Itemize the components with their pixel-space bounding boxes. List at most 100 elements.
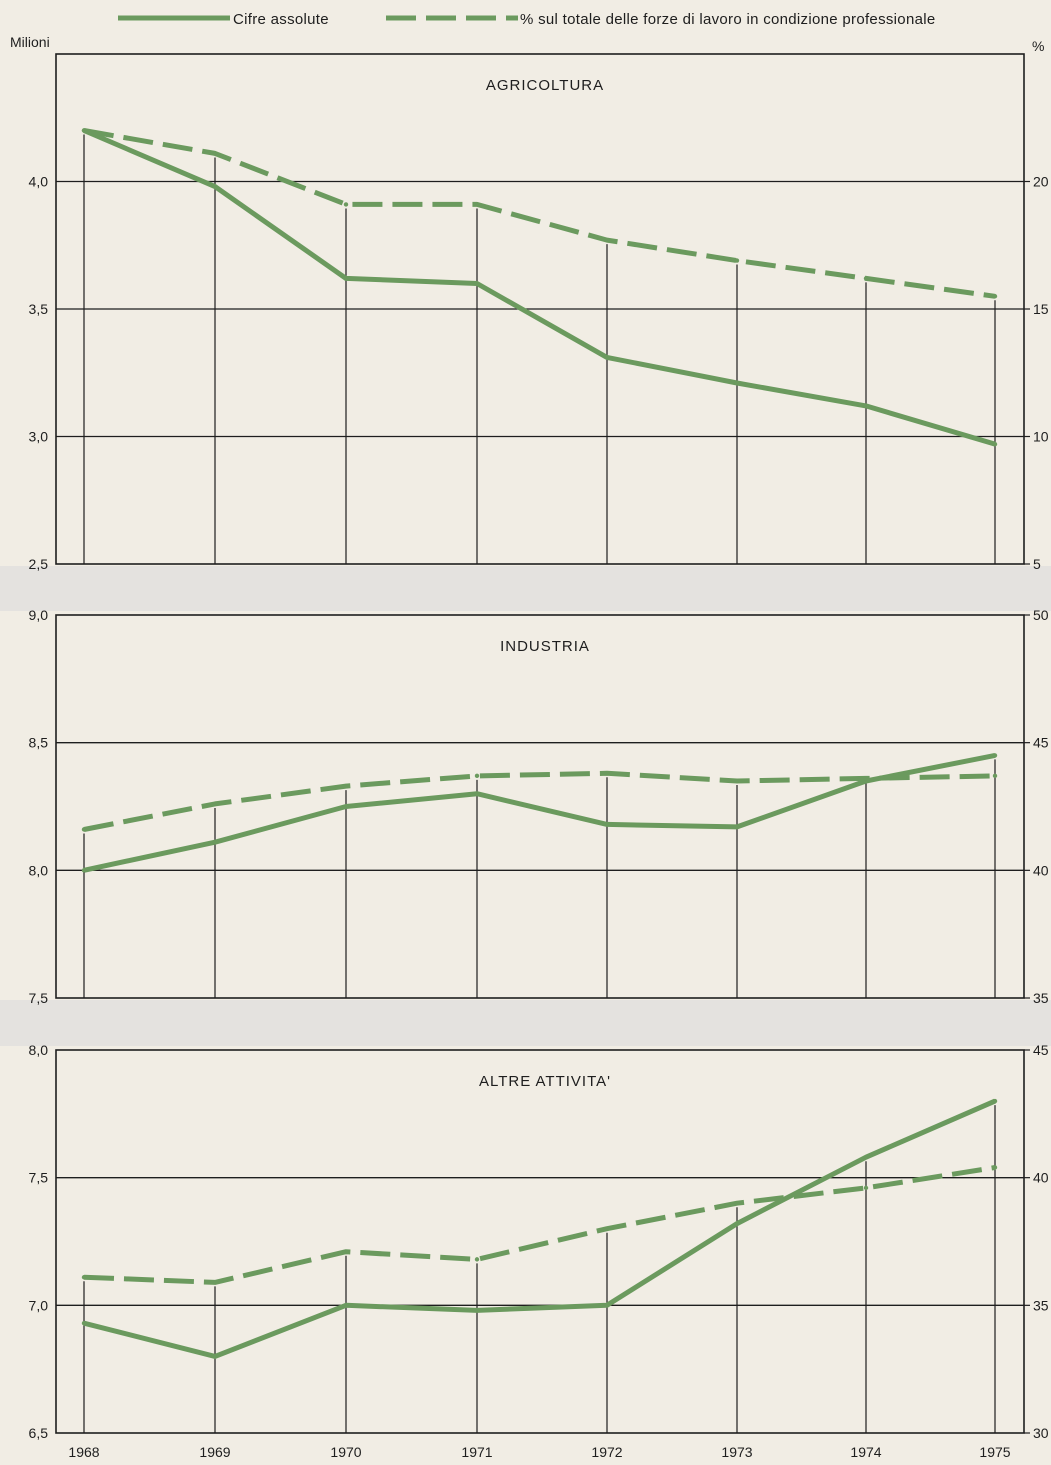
right-tick-label: 40 — [1033, 862, 1049, 878]
absolute-data-point — [734, 1221, 740, 1226]
absolute-data-point — [343, 1303, 349, 1308]
absolute-data-point — [212, 1354, 218, 1359]
percent-data-point — [81, 1275, 87, 1280]
left-tick-label: 8,0 — [29, 1042, 49, 1058]
percent-data-point — [863, 276, 869, 281]
absolute-data-point — [604, 355, 610, 360]
right-tick-label: 45 — [1033, 1042, 1049, 1058]
absolute-data-point — [604, 822, 610, 827]
panel-frame — [55, 1049, 1025, 1434]
left-tick-label: 8,0 — [29, 862, 49, 878]
right-tick-label: 5 — [1033, 556, 1041, 572]
left-tick-label: 3,5 — [29, 301, 49, 317]
right-tick-label: 40 — [1033, 1170, 1049, 1186]
panel-title: AGRICOLTURA — [486, 77, 604, 94]
right-tick-label: 50 — [1033, 607, 1049, 623]
percent-data-point — [212, 801, 218, 807]
absolute-data-point — [343, 276, 349, 281]
x-tick-label: 1970 — [330, 1444, 361, 1460]
percent-data-point — [474, 773, 480, 779]
left-tick-label: 2,5 — [29, 556, 49, 572]
percent-data-point — [863, 776, 869, 781]
absolute-data-point — [734, 380, 740, 386]
panel-altre-attivita: 6,5 7,0 7,5 8,0 30 35 40 45 ALTRE ATTIVITA' 1968 1… — [29, 1042, 1049, 1460]
right-tick-label: 35 — [1033, 1297, 1049, 1313]
percent-data-point — [992, 294, 998, 299]
percent-data-point — [343, 1249, 349, 1254]
x-tick-label: 1974 — [850, 1444, 881, 1460]
right-tick-label: 30 — [1033, 1425, 1049, 1441]
absolute-data-point — [343, 804, 349, 809]
percent-data-point — [212, 1280, 218, 1285]
legend-label-percent: % sul totale delle forze di lavoro in co… — [520, 11, 936, 28]
percent-data-point — [81, 128, 87, 133]
left-tick-label: 6,5 — [29, 1425, 49, 1441]
percent-series-line — [83, 128, 996, 299]
chart-panels: 2,5 3,0 3,5 4,0 5 10 15 20 AGRICOLTURA 7,5 8,0 8,5 9… — [0, 53, 1051, 1460]
left-tick-label: 7,5 — [29, 990, 49, 1006]
x-tick-label: 1973 — [721, 1444, 752, 1460]
right-tick-label: 20 — [1033, 174, 1049, 190]
left-tick-label: 7,0 — [29, 1297, 49, 1313]
absolute-data-point — [992, 753, 998, 758]
panel-industria: 7,5 8,0 8,5 9,0 35 40 45 50 INDUSTRIA — [29, 607, 1049, 1006]
x-tick-label: 1968 — [68, 1444, 99, 1460]
percent-data-point — [863, 1185, 869, 1191]
percent-data-point — [734, 258, 740, 263]
right-unit-label: % — [1032, 38, 1044, 54]
absolute-data-point — [734, 824, 740, 830]
right-tick-label: 45 — [1033, 735, 1049, 751]
left-unit-label: Milioni — [10, 34, 50, 50]
absolute-data-point — [863, 403, 869, 409]
legend: Cifre assolute % sul totale delle forze … — [118, 11, 936, 28]
absolute-data-point — [474, 791, 480, 796]
percent-series-line — [83, 1165, 996, 1285]
right-tick-label: 10 — [1033, 429, 1049, 445]
panel-title: INDUSTRIA — [500, 638, 590, 655]
x-tick-label: 1969 — [199, 1444, 230, 1460]
x-tick-label: 1975 — [979, 1444, 1010, 1460]
absolute-data-point — [474, 1308, 480, 1313]
legend-label-absolute: Cifre assolute — [233, 11, 329, 28]
panel-separator — [0, 1000, 1051, 1046]
absolute-series-line — [83, 128, 996, 447]
percent-data-point — [604, 237, 610, 243]
panel-frame — [55, 614, 1025, 999]
absolute-data-point — [212, 184, 218, 189]
left-tick-label: 3,0 — [29, 429, 49, 445]
absolute-data-point — [604, 1303, 610, 1308]
percent-data-point — [212, 151, 218, 156]
percent-data-point — [734, 778, 740, 784]
left-tick-label: 8,5 — [29, 735, 49, 751]
absolute-data-point — [992, 441, 998, 447]
panel-title: ALTRE ATTIVITA' — [479, 1073, 611, 1090]
percent-data-point — [992, 1165, 998, 1170]
absolute-data-point — [212, 840, 218, 845]
percent-data-point — [992, 773, 998, 779]
percent-data-point — [474, 1257, 480, 1262]
panel-separator — [0, 566, 1051, 611]
x-tick-label: 1971 — [461, 1444, 492, 1460]
x-tick-label: 1972 — [591, 1444, 622, 1460]
absolute-data-point — [81, 1321, 87, 1326]
panel-agricoltura: 2,5 3,0 3,5 4,0 5 10 15 20 AGRICOLTURA — [29, 53, 1049, 572]
percent-data-point — [604, 771, 610, 776]
absolute-data-point — [992, 1098, 998, 1104]
percent-data-point — [734, 1201, 740, 1206]
absolute-data-point — [863, 1155, 869, 1160]
absolute-series-line — [83, 1098, 996, 1359]
percent-data-point — [343, 783, 349, 789]
right-tick-label: 15 — [1033, 301, 1049, 317]
left-tick-label: 9,0 — [29, 607, 49, 623]
percent-data-point — [474, 202, 480, 207]
percent-series-line — [83, 770, 996, 832]
left-tick-label: 7,5 — [29, 1170, 49, 1186]
left-tick-label: 4,0 — [29, 174, 49, 190]
absolute-data-point — [81, 868, 87, 873]
percent-data-point — [343, 202, 349, 207]
percent-data-point — [81, 827, 87, 832]
right-tick-label: 35 — [1033, 990, 1049, 1006]
absolute-series-line — [83, 752, 996, 873]
percent-data-point — [604, 1226, 610, 1231]
